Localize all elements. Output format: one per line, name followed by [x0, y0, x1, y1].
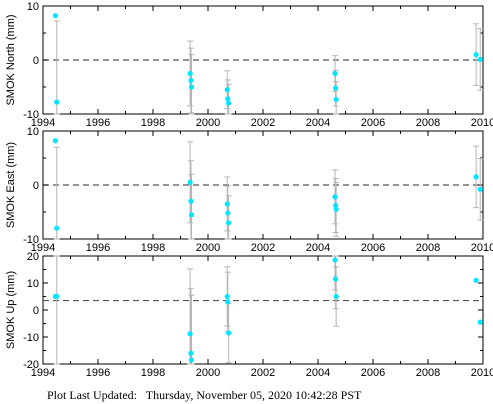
data-point	[187, 70, 193, 77]
data-point	[188, 357, 195, 363]
x-tick-label: 2008	[416, 242, 440, 254]
y-tick-label: 10	[27, 278, 39, 290]
y-tick-label: -20	[23, 359, 39, 371]
y-tick-label: 0	[33, 55, 39, 67]
x-tick-label: 2000	[196, 242, 220, 254]
data-point	[54, 225, 60, 231]
data-point	[52, 138, 58, 144]
data-point	[477, 319, 483, 325]
x-tick-label: 1998	[141, 367, 165, 379]
x-tick-label: 2006	[361, 367, 385, 379]
x-tick-label: 2000	[196, 367, 220, 379]
x-tick-label: 2010	[471, 367, 493, 379]
x-tick-label: 2006	[361, 242, 385, 254]
data-point	[187, 179, 193, 185]
x-tick-label: 2008	[416, 117, 440, 129]
y-tick-label: 20	[27, 251, 39, 263]
data-point	[188, 212, 195, 218]
x-tick-label: 2006	[361, 117, 385, 129]
y-tick-label: -10	[23, 332, 39, 344]
x-tick-label: 1994	[31, 367, 55, 379]
data-point	[333, 96, 339, 103]
data-point	[226, 220, 232, 226]
x-tick-label: 2008	[416, 367, 440, 379]
data-point	[225, 96, 231, 102]
y-tick-label: 10	[27, 126, 39, 138]
x-tick-label: 2000	[196, 117, 220, 129]
x-tick-label: 1994	[31, 242, 55, 254]
data-point	[187, 331, 193, 337]
data-point	[333, 206, 339, 212]
y-tick-label: -10	[23, 109, 39, 121]
y-axis-label: SMOK Up (mm)	[5, 271, 17, 349]
data-point	[473, 52, 479, 58]
data-point	[333, 276, 339, 282]
data-point	[54, 293, 60, 300]
x-tick-label: 1996	[86, 367, 110, 379]
data-point	[188, 77, 194, 84]
x-tick-label: 2002	[251, 242, 275, 254]
plot-frame	[42, 255, 484, 365]
footer-label: Plot Last Updated:	[47, 388, 137, 402]
x-tick-label: 2004	[306, 367, 330, 379]
y-axis-label: SMOK North (mm)	[5, 14, 17, 105]
data-point	[226, 330, 232, 336]
footer-timestamp: Thursday, November 05, 2020 10:42:28 PST	[145, 388, 362, 402]
panel-2: 1994 1996 1998 2000 2002 2004 2006 2008 2010 -10 0…	[5, 126, 493, 254]
panel-1: 1994 1996 1998 2000 2002 2004 2006 2008 2010 -10 0…	[5, 1, 493, 129]
panel-3: 1994 1996 1998 2000 2002 2004 2006 2008 2010-20-…	[5, 251, 493, 379]
x-tick-label: 2004	[306, 117, 330, 129]
y-axis-label: SMOK East (mm)	[5, 142, 17, 228]
x-tick-label: 2010	[471, 117, 493, 129]
data-point	[54, 99, 60, 105]
data-point	[473, 277, 479, 283]
data-point	[224, 293, 230, 300]
data-point	[333, 85, 339, 91]
y-tick-label: 10	[27, 1, 39, 13]
x-tick-label: 1996	[86, 117, 110, 129]
y-tick-label: 0	[33, 305, 39, 317]
x-tick-label: 1996	[86, 242, 110, 254]
data-point	[473, 174, 479, 180]
x-tick-label: 2002	[251, 367, 275, 379]
data-point	[52, 13, 58, 19]
footer: Plot Last Updated: Thursday, November 05…	[47, 388, 361, 403]
data-point	[477, 56, 483, 63]
data-point	[224, 201, 230, 207]
data-point	[477, 186, 483, 192]
data-point	[225, 210, 231, 216]
y-tick-label: 0	[33, 180, 39, 192]
x-tick-label: 1998	[141, 242, 165, 254]
data-point	[224, 87, 230, 93]
y-tick-label: -10	[23, 234, 39, 246]
data-point	[332, 194, 338, 200]
x-tick-label: 2004	[306, 242, 330, 254]
data-point	[225, 299, 231, 305]
data-point	[332, 257, 338, 263]
x-tick-label: 1998	[141, 117, 165, 129]
data-point	[332, 70, 338, 77]
data-point	[188, 198, 194, 204]
data-point	[226, 100, 232, 106]
x-tick-label: 2002	[251, 117, 275, 129]
data-point	[188, 350, 194, 356]
x-tick-label: 2010	[471, 242, 493, 254]
x-tick-label: 1994	[31, 117, 55, 129]
data-point	[188, 84, 195, 90]
data-point	[333, 293, 339, 300]
